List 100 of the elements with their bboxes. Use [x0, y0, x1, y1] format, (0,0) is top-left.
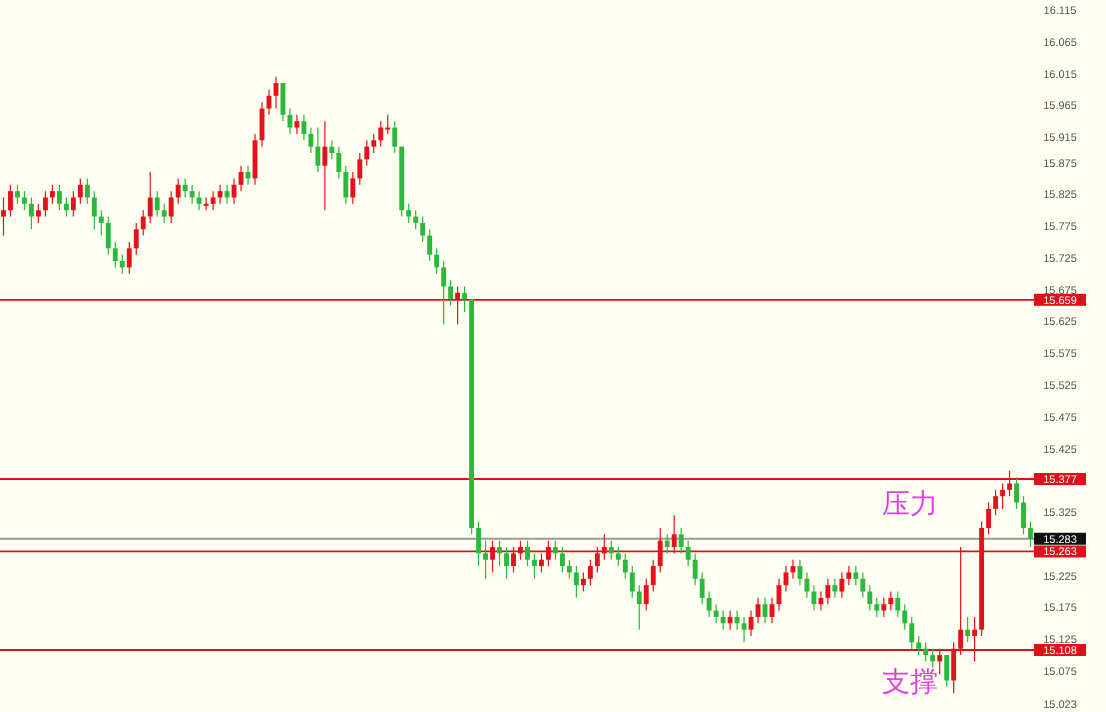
candlestick [1014, 476, 1019, 510]
candlestick [140, 209, 146, 237]
candlestick [315, 126, 321, 173]
candlestick [343, 165, 349, 205]
candlestick [406, 203, 412, 224]
candlestick [322, 120, 328, 211]
candlestick [378, 120, 384, 148]
candlestick [112, 241, 118, 268]
candlestick [84, 177, 90, 205]
candlestick [350, 171, 356, 205]
candlestick [916, 635, 922, 656]
candlestick [28, 196, 34, 230]
candlestick [720, 609, 726, 631]
candlestick [483, 540, 489, 580]
candlestick [133, 222, 139, 256]
candlestick [818, 590, 824, 612]
candlestick [678, 527, 684, 554]
candlestick [371, 133, 377, 154]
candlestick [888, 590, 894, 612]
candlestick [91, 190, 97, 230]
candlestick [727, 609, 733, 631]
candlestick [385, 114, 391, 135]
candlestick [504, 546, 509, 580]
candlestick [8, 184, 13, 218]
candlestick [203, 196, 209, 211]
candlestick [713, 603, 719, 624]
candlestick [336, 146, 342, 180]
candlestick [98, 209, 104, 237]
annotation: 压力 [882, 486, 938, 519]
candlestick [420, 215, 426, 243]
candlestick [462, 285, 468, 313]
annotation: 支撑 [882, 664, 938, 697]
candlestick [77, 177, 83, 205]
candlestick [923, 641, 929, 663]
candlestick [902, 603, 908, 631]
candlestick [909, 616, 915, 650]
candlestick [434, 247, 440, 275]
candlestick [301, 114, 307, 141]
candlestick [930, 648, 936, 669]
candlestick [357, 152, 363, 186]
candlestick [525, 540, 530, 567]
candlestick [287, 107, 293, 135]
candlestick [210, 190, 216, 211]
candlestick [566, 559, 572, 580]
candlestick [126, 241, 132, 275]
candlestick [615, 546, 621, 567]
candlestick [1028, 521, 1033, 548]
candlestick [476, 521, 482, 567]
candlestick [874, 597, 880, 618]
candlestick [70, 190, 76, 218]
candlestick [427, 228, 433, 262]
candlestick [622, 552, 628, 580]
candlestick [1021, 495, 1026, 535]
candlestick [650, 559, 656, 593]
candlestick [175, 177, 181, 205]
candlestick [22, 190, 27, 211]
candlestick [364, 139, 370, 167]
candlestick [217, 184, 223, 205]
candlestick [860, 571, 866, 599]
candlestick [105, 215, 111, 256]
candlestick [559, 546, 565, 574]
candlestick [741, 616, 747, 643]
candlestick [196, 190, 202, 211]
candlestick [161, 203, 167, 224]
candlestick [35, 203, 41, 224]
candlestick [965, 616, 971, 643]
candlestick [147, 171, 153, 224]
candlestick [881, 597, 887, 618]
candlestick [825, 578, 831, 605]
candlestick [392, 120, 398, 154]
candlestick [49, 184, 55, 205]
candlestick [224, 184, 230, 205]
candlestick [685, 540, 691, 567]
candlestick [42, 190, 48, 218]
candlestick [853, 565, 859, 586]
candlestick [629, 565, 635, 599]
candlestick [587, 559, 593, 586]
candlestick [294, 114, 300, 135]
candlestick [1, 196, 6, 237]
candlestick [636, 584, 642, 631]
candlestick [867, 584, 873, 612]
candlestick [154, 190, 160, 218]
candlestick [573, 565, 579, 599]
candlestick [182, 177, 188, 199]
candlestick [986, 501, 992, 535]
candlestick [664, 533, 670, 554]
candlestick [56, 184, 62, 211]
candlestick [168, 190, 174, 224]
candlestick [643, 578, 649, 612]
candlestick [497, 540, 502, 567]
candlestick [119, 254, 125, 275]
candlestick [63, 196, 69, 218]
candlestick [448, 279, 454, 307]
candlestick [608, 540, 614, 561]
candlestick [580, 571, 586, 593]
candlestick [441, 260, 447, 326]
candlestick [413, 209, 419, 230]
candlestick [552, 540, 558, 561]
candlestick [895, 590, 901, 618]
candlestick [944, 654, 950, 688]
